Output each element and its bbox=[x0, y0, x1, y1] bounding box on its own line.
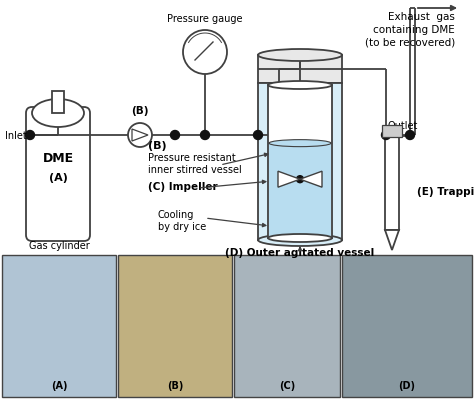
Text: Exhaust  gas
containing DME
(to be recovered): Exhaust gas containing DME (to be recove… bbox=[365, 12, 455, 47]
Text: (C): (C) bbox=[279, 381, 295, 391]
Circle shape bbox=[405, 130, 414, 140]
FancyBboxPatch shape bbox=[234, 255, 340, 397]
Ellipse shape bbox=[258, 49, 342, 61]
Ellipse shape bbox=[258, 234, 342, 246]
Polygon shape bbox=[278, 171, 300, 187]
Text: Pressure gauge: Pressure gauge bbox=[167, 14, 243, 24]
FancyBboxPatch shape bbox=[382, 125, 402, 137]
Text: (B): (B) bbox=[167, 381, 183, 391]
FancyBboxPatch shape bbox=[342, 255, 472, 397]
Text: Gas cylinder: Gas cylinder bbox=[28, 241, 90, 251]
FancyBboxPatch shape bbox=[26, 107, 90, 241]
Text: Outlet: Outlet bbox=[388, 121, 419, 131]
Circle shape bbox=[382, 130, 391, 140]
FancyBboxPatch shape bbox=[268, 85, 332, 238]
Ellipse shape bbox=[268, 234, 332, 242]
Text: (B): (B) bbox=[131, 106, 149, 116]
Text: Cooling
by dry ice: Cooling by dry ice bbox=[158, 210, 206, 232]
Circle shape bbox=[26, 130, 35, 140]
FancyBboxPatch shape bbox=[52, 91, 64, 113]
FancyBboxPatch shape bbox=[118, 255, 232, 397]
FancyBboxPatch shape bbox=[258, 55, 342, 83]
Circle shape bbox=[183, 30, 227, 74]
Text: (A): (A) bbox=[48, 173, 67, 183]
Ellipse shape bbox=[268, 81, 332, 89]
FancyBboxPatch shape bbox=[385, 130, 399, 230]
Polygon shape bbox=[385, 230, 399, 250]
FancyBboxPatch shape bbox=[269, 143, 331, 238]
Text: Inlet: Inlet bbox=[5, 131, 27, 141]
Circle shape bbox=[254, 130, 263, 140]
Ellipse shape bbox=[269, 140, 331, 147]
Text: DME: DME bbox=[43, 152, 73, 164]
FancyBboxPatch shape bbox=[258, 83, 342, 240]
Text: (D) Outer agitated vessel: (D) Outer agitated vessel bbox=[225, 248, 374, 258]
Text: (B): (B) bbox=[148, 141, 167, 151]
Text: (A): (A) bbox=[51, 381, 67, 391]
Text: (C) Impeller: (C) Impeller bbox=[148, 182, 218, 192]
Circle shape bbox=[297, 176, 303, 183]
FancyBboxPatch shape bbox=[2, 255, 116, 397]
Ellipse shape bbox=[32, 99, 84, 127]
Circle shape bbox=[128, 123, 152, 147]
Text: (E) Trapping tube: (E) Trapping tube bbox=[417, 187, 474, 197]
Text: Pressure resistant
inner stirred vessel: Pressure resistant inner stirred vessel bbox=[148, 153, 242, 176]
Text: (D): (D) bbox=[399, 381, 416, 391]
Circle shape bbox=[171, 130, 180, 140]
Polygon shape bbox=[300, 171, 322, 187]
Circle shape bbox=[201, 130, 210, 140]
